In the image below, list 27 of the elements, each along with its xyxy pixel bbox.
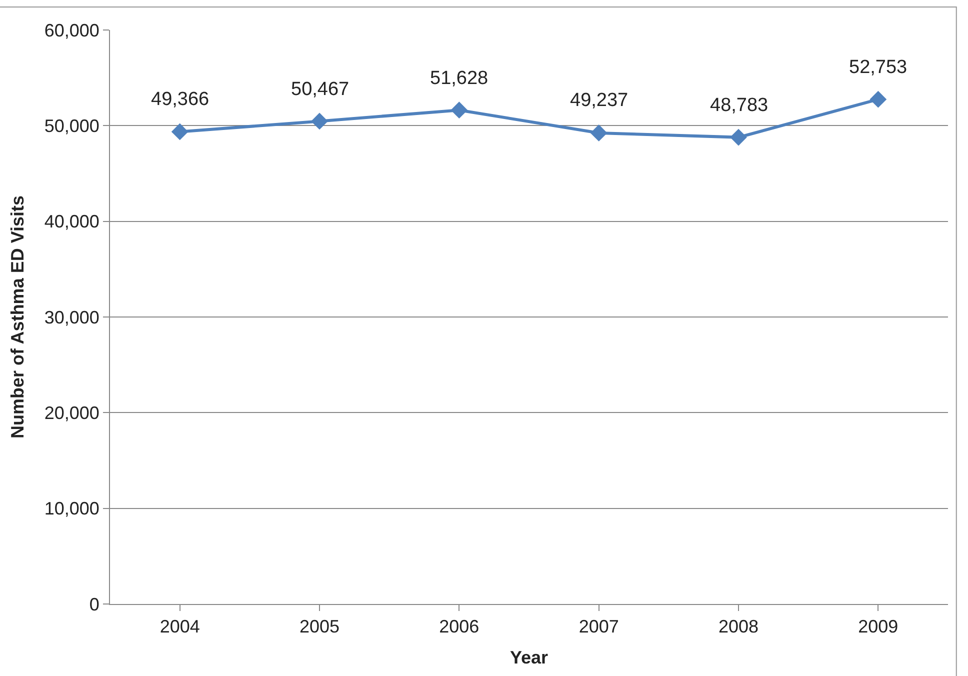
point <box>311 112 328 130</box>
point <box>450 102 468 119</box>
data-label: 49,366 <box>151 89 210 110</box>
x-tick-label: 2008 <box>718 616 759 637</box>
point <box>590 124 608 142</box>
y-tick-label: 50,000 <box>44 116 100 136</box>
y-tick-label: 30,000 <box>44 307 100 328</box>
data-label: 52,753 <box>849 57 908 78</box>
x-tick-label: 2005 <box>299 616 340 637</box>
x-tick-label: 2004 <box>160 616 200 637</box>
x-axis-title: Year <box>510 648 548 668</box>
y-tick-label: 10,000 <box>44 498 100 519</box>
x-tick-label: 2007 <box>578 616 619 637</box>
data-label: 48,783 <box>710 95 768 116</box>
y-axis-title: Number of Asthma ED Visits <box>8 195 28 439</box>
data-label: 49,237 <box>570 90 628 111</box>
point <box>730 128 747 146</box>
y-tick-label: 60,000 <box>44 20 100 40</box>
point <box>171 123 188 140</box>
data-label: 51,628 <box>430 68 488 89</box>
point <box>870 90 887 108</box>
y-tick-label: 0 <box>89 594 100 614</box>
y-tick-label: 20,000 <box>44 402 100 423</box>
y-tick-label: 40,000 <box>44 212 100 232</box>
x-tick-label: 2009 <box>858 616 898 637</box>
data-label: 50,467 <box>291 79 350 100</box>
x-tick-label: 2006 <box>439 616 480 637</box>
